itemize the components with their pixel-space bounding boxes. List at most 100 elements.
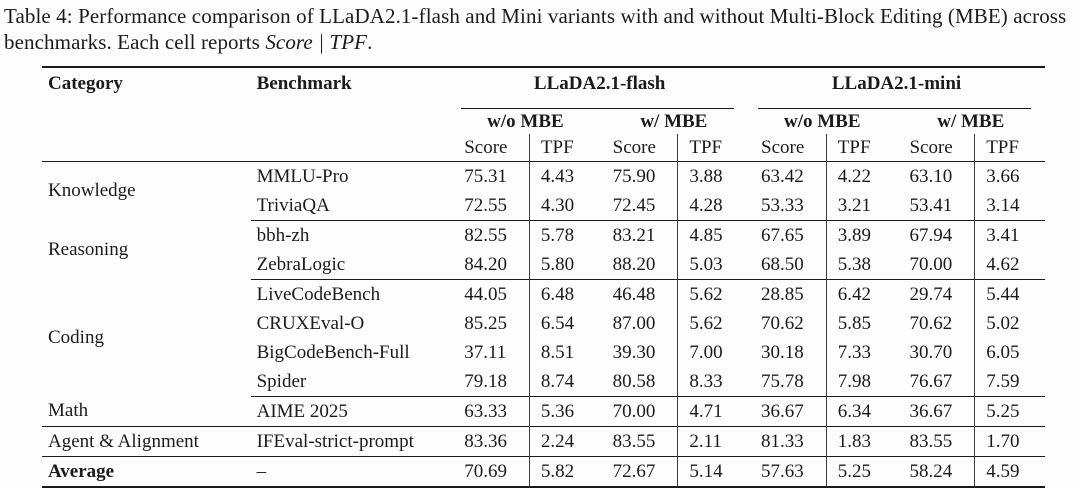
tpf-cell: 4.85 (677, 220, 749, 250)
tpf-cell: 3.21 (825, 191, 897, 221)
score-cell: 76.67 (896, 367, 975, 397)
mbe-subgroup-header: w/ MBE (640, 110, 708, 132)
table-head: Category Benchmark LLaDA2.1-flash LLaDA2.1-… (42, 66, 1045, 162)
tpf-cell: 5.38 (825, 250, 897, 280)
tpf-cell: 6.48 (528, 279, 600, 309)
table-row: Reasoning bbh-zh 82.55 5.78 83.21 4.85 67.65 3.… (42, 220, 1045, 260)
score-cell: 70.62 (909, 312, 953, 334)
tpf-cell: 4.28 (677, 191, 749, 221)
score-cell: 72.45 (599, 191, 678, 221)
score-cell: 75.31 (464, 165, 507, 187)
score-cell: 72.55 (451, 191, 530, 221)
tpf-col-header: TPF (974, 134, 1045, 162)
benchmark-cell: AIME 2025 (250, 396, 452, 427)
table-row: ZebraLogic 84.20 5.80 88.20 5.03 68.50 5.38 70.… (42, 250, 1045, 280)
score-cell: 57.63 (748, 456, 827, 488)
tpf-cell: 5.82 (528, 456, 600, 488)
tpf-cell: 4.43 (528, 161, 600, 191)
tpf-cell: 5.78 (528, 220, 600, 250)
score-cell: 81.33 (748, 426, 827, 457)
score-cell: 80.58 (599, 367, 678, 397)
score-cell: 83.21 (612, 224, 656, 246)
tpf-cell: 6.42 (825, 279, 897, 309)
table-row: Coding LiveCodeBench 44.05 6.48 46.48 5.62 28.… (42, 279, 1045, 348)
tpf-cell: 2.24 (528, 426, 600, 457)
category-cell: Coding (48, 327, 104, 348)
score-cell: 83.55 (599, 426, 678, 457)
mbe-subgroup-header: w/ MBE (937, 110, 1005, 132)
score-cell: 39.30 (612, 341, 656, 363)
tpf-cell: 8.74 (528, 367, 600, 397)
tpf-cell: 3.89 (825, 220, 897, 250)
tpf-col-header: TPF (528, 134, 600, 162)
model-group-header: LLaDA2.1-mini (748, 66, 1045, 110)
score-cell: 53.33 (748, 191, 827, 221)
score-cell: 67.94 (909, 224, 953, 246)
score-cell: 70.62 (761, 312, 804, 334)
score-cell: 85.25 (464, 312, 507, 334)
tpf-cell: 4.62 (974, 250, 1045, 280)
tpf-cell: 5.14 (677, 456, 749, 488)
score-cell: 83.55 (896, 426, 975, 457)
table-row: Spider 79.18 8.74 80.58 8.33 75.78 7.98 76.67 7.… (42, 367, 1045, 397)
benchmark-cell: IFEval-strict-prompt (250, 426, 452, 457)
caption-text: Table 4: Performance comparison of LLaDA… (4, 4, 1067, 54)
tpf-cell: 3.88 (677, 161, 749, 191)
tpf-cell: 4.22 (825, 161, 897, 191)
score-col-header: Score (748, 134, 827, 162)
score-cell: 53.41 (896, 191, 975, 221)
tpf-cell: 4.30 (528, 191, 600, 221)
tpf-cell: 1.70 (974, 426, 1045, 457)
tpf-cell: 7.33 (825, 338, 897, 367)
score-cell: 46.48 (612, 283, 656, 305)
score-cell: 72.67 (599, 456, 678, 488)
benchmark-cell: MMLU-Pro (256, 165, 349, 187)
table-body: Knowledge MMLU-Pro 75.31 4.43 75.90 3.88 63.42… (42, 161, 1045, 488)
score-cell: 63.33 (451, 396, 530, 427)
score-cell: 75.78 (748, 367, 827, 397)
score-cell: 30.70 (909, 341, 953, 363)
score-cell: 70.00 (896, 250, 975, 280)
table-row: Agent & Alignment IFEval-strict-prompt 83.… (42, 426, 1045, 457)
category-cell: Average (42, 456, 251, 488)
tpf-cell: 3.14 (974, 191, 1045, 221)
mbe-subgroup-header: w/o MBE (783, 110, 861, 132)
score-cell: 67.65 (761, 224, 804, 246)
score-cell: 36.67 (748, 396, 827, 427)
score-cell: 83.36 (451, 426, 530, 457)
score-col-header: Score (896, 134, 975, 162)
tpf-cell: 3.66 (974, 161, 1045, 191)
tpf-cell: 5.25 (974, 396, 1045, 427)
tpf-cell: 2.11 (677, 426, 749, 457)
score-cell: 44.05 (464, 283, 507, 305)
score-cell: 37.11 (464, 341, 507, 363)
table-row: Math AIME 2025 63.33 5.36 70.00 4.71 36.67 6.34… (42, 396, 1045, 427)
tpf-cell: 6.34 (825, 396, 897, 427)
benchmark-cell: bbh-zh (256, 224, 310, 246)
tpf-cell: 5.36 (528, 396, 600, 427)
benchmark-cell: ZebraLogic (250, 250, 452, 280)
score-cell: 68.50 (748, 250, 827, 280)
mbe-subgroup-header: w/o MBE (487, 110, 564, 132)
tpf-cell: 6.05 (974, 338, 1045, 367)
benchmark-cell: CRUXEval-O (256, 312, 365, 334)
table-row: Average –70.69 5.82 72.67 5.14 57.63 5.25 58.24… (42, 456, 1045, 488)
tpf-cell: 5.44 (974, 279, 1045, 309)
tpf-cell: 5.62 (677, 309, 749, 338)
header-row-models: Category Benchmark LLaDA2.1-flash LLaDA2.1-… (42, 66, 1045, 162)
caption-italic-text: Score | TPF (265, 30, 368, 54)
header-row-mbe: w/o MBE w/ MBE w/o MBE w/ MBE (42, 109, 1045, 134)
tpf-cell: 8.51 (528, 338, 600, 367)
tpf-cell: 7.59 (974, 367, 1045, 397)
score-col-header: Score (451, 134, 530, 162)
score-cell: 82.55 (464, 224, 507, 246)
table-row: CRUXEval-O 85.25 6.54 87.00 5.62 70.62 5.85 70.… (42, 309, 1045, 338)
score-cell: 36.67 (896, 396, 975, 427)
header-row-metrics: Score TPF Score TPF Score TPF Score TPF (42, 134, 1045, 162)
category-cell: Reasoning (48, 239, 129, 260)
col-header-benchmark: Benchmark (250, 66, 452, 162)
tpf-cell: 5.25 (825, 456, 897, 488)
score-cell: 75.90 (612, 165, 656, 187)
table-row: Knowledge MMLU-Pro 75.31 4.43 75.90 3.88 63.42… (42, 161, 1045, 201)
tpf-cell: 7.00 (677, 338, 749, 367)
